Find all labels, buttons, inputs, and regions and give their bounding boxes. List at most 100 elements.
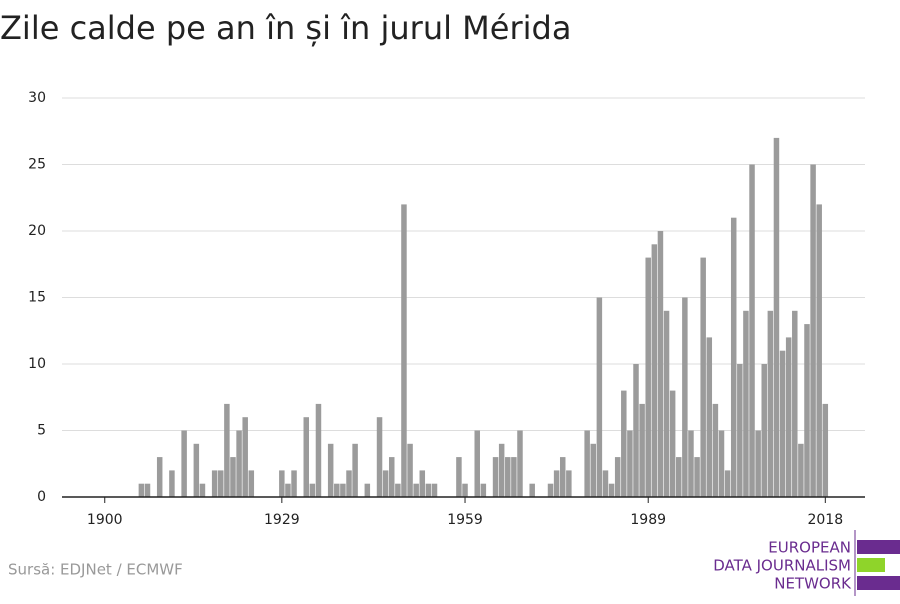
bar [474,430,480,497]
chart-title: Zile calde pe an în și în jurul Mérida [0,9,571,47]
bar [529,483,535,497]
y-tick-label: 25 [28,157,46,173]
bar [669,390,676,497]
bar [706,337,713,497]
logo-text: EUROPEAN [768,539,851,557]
bar [401,204,407,497]
bar [792,310,798,497]
bar [340,483,346,497]
bar [553,470,560,497]
bar [327,443,334,497]
bar [700,257,706,497]
bar [590,443,597,497]
bar [193,443,200,497]
logo-bar [857,576,900,590]
bar [688,430,694,497]
bar [718,430,725,497]
bar [352,443,358,497]
bar [419,470,426,497]
bar [596,297,603,497]
bar [737,364,743,497]
bar [382,470,389,497]
bar [346,470,352,497]
bar [285,483,291,497]
x-tick-label: 1900 [87,512,123,528]
bar [810,164,816,497]
x-tick-label: 1989 [630,512,666,528]
bar [682,297,688,497]
bar [676,457,682,497]
logo-bar [857,558,885,572]
bar [761,364,767,497]
logo-text: NETWORK [774,575,852,593]
y-tick-label: 10 [28,356,46,372]
y-tick-label: 20 [28,223,46,239]
bar [633,364,639,497]
bar [456,457,462,497]
bar [389,457,395,497]
bar [364,483,371,497]
bar [144,483,151,497]
bar [480,483,487,497]
bar [309,483,316,497]
bar [798,443,804,497]
bar [822,403,829,497]
bar [694,457,700,497]
bar [156,457,163,497]
y-tick-label: 0 [37,489,46,505]
bar [236,430,242,497]
bar [505,457,511,497]
bar [639,403,645,497]
bar [291,470,297,497]
bar [651,244,658,497]
bar [492,457,499,497]
logo-text: DATA JOURNALISM [713,557,851,575]
bar [218,470,224,497]
bar [627,430,633,497]
bar [376,417,383,497]
x-tick-label: 2018 [807,512,843,528]
bar [224,403,230,497]
bar [566,470,572,497]
bar [242,417,248,497]
bar [730,217,737,497]
bar [743,310,749,497]
bar [724,470,731,497]
bar [785,337,792,497]
bar [181,430,187,497]
bar [779,350,786,497]
y-tick-label: 30 [28,90,46,106]
bar [199,483,206,497]
bar [303,417,310,497]
bar [279,470,285,497]
bar [663,310,670,497]
bar [248,470,255,497]
logo-bar [857,540,900,554]
y-tick-label: 5 [37,423,46,439]
bar [645,257,651,497]
bar [584,430,590,497]
bar [749,164,755,497]
bar [498,443,505,497]
y-tick-label: 15 [28,290,46,306]
bar [608,483,615,497]
bar [315,403,322,497]
bar [413,483,419,497]
bar [462,483,468,497]
x-tick-label: 1959 [447,512,483,528]
bar [547,483,554,497]
bar [425,483,432,497]
bar [559,457,566,497]
bar [138,483,145,497]
bar [614,457,621,497]
bar [804,324,810,497]
bar [657,231,664,497]
bar [517,430,523,497]
bar [511,457,517,497]
bar [211,470,218,497]
bar [431,483,438,497]
bar [334,483,340,497]
x-tick-label: 1929 [264,512,300,528]
bar [767,310,774,497]
